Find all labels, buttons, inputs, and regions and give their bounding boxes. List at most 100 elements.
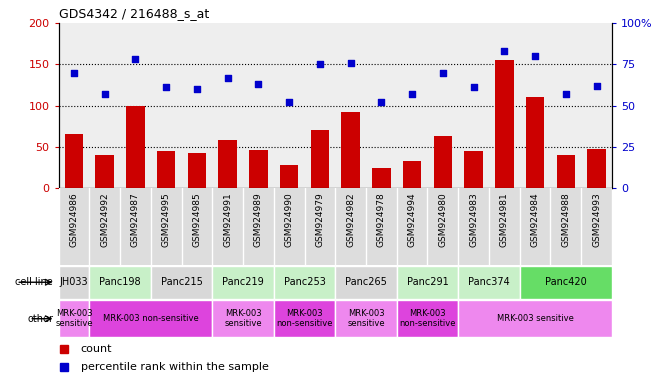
Bar [551,23,581,188]
Bar [396,300,458,337]
Bar [59,300,89,337]
Text: GSM924989: GSM924989 [254,192,263,247]
Bar [274,188,305,265]
Bar [89,188,120,265]
Bar [526,97,544,188]
Bar [59,188,89,265]
Bar [489,188,519,265]
Bar [458,266,519,299]
Bar [89,266,151,299]
Bar [396,188,428,265]
Point [437,70,448,76]
Text: GSM924981: GSM924981 [500,192,509,247]
Point [407,91,417,97]
Point [253,81,264,87]
Bar [89,300,212,337]
Text: Panc291: Panc291 [407,277,449,287]
Bar [519,266,612,299]
Bar [243,23,274,188]
Text: percentile rank within the sample: percentile rank within the sample [81,362,269,372]
Point [530,53,540,59]
Text: Panc420: Panc420 [545,277,587,287]
Bar [519,188,551,265]
Text: cell line: cell line [16,277,53,287]
Bar [280,165,298,188]
Text: Panc215: Panc215 [161,277,202,287]
Text: GSM924983: GSM924983 [469,192,478,247]
Bar [372,167,391,188]
Point [314,61,325,67]
Bar [305,23,335,188]
Text: JH033: JH033 [60,277,89,287]
Bar [59,23,89,188]
Text: GSM924986: GSM924986 [70,192,79,247]
Bar [335,188,366,265]
Bar [458,188,489,265]
Bar [89,23,120,188]
Bar [311,131,329,188]
Bar [396,23,428,188]
Bar [151,23,182,188]
Bar [428,23,458,188]
Point [376,99,387,105]
Text: GSM924988: GSM924988 [561,192,570,247]
Text: GSM924993: GSM924993 [592,192,601,247]
Text: Panc265: Panc265 [345,277,387,287]
Bar [366,23,396,188]
Bar [96,155,114,188]
Text: GSM924992: GSM924992 [100,192,109,247]
Bar [403,161,421,188]
Bar [64,134,83,188]
Point [499,48,510,54]
Text: GSM924984: GSM924984 [531,192,540,247]
Text: MRK-003
non-sensitive: MRK-003 non-sensitive [399,309,456,328]
Point [130,56,141,63]
Bar [126,106,145,188]
Bar [212,300,274,337]
Point [191,86,202,92]
Text: Panc374: Panc374 [468,277,510,287]
Text: MRK-003
sensitive: MRK-003 sensitive [55,309,93,328]
Bar [458,23,489,188]
Bar [274,23,305,188]
Bar [489,23,519,188]
Bar [59,266,89,299]
Bar [428,188,458,265]
Bar [464,151,483,188]
Point [591,83,602,89]
Bar [434,136,452,188]
Bar [249,150,268,188]
Bar [396,266,458,299]
Text: Panc253: Panc253 [284,277,326,287]
Bar [212,23,243,188]
Bar [219,140,237,188]
Bar [581,23,612,188]
Bar [551,188,581,265]
Bar [495,60,514,188]
Bar [182,188,212,265]
Text: GSM924978: GSM924978 [377,192,386,247]
Text: GSM924990: GSM924990 [284,192,294,247]
Bar [243,188,274,265]
Text: Panc198: Panc198 [99,277,141,287]
Bar [212,188,243,265]
Bar [557,155,575,188]
Point [468,84,478,91]
Bar [212,266,274,299]
Bar [366,188,396,265]
Text: MRK-003
non-sensitive: MRK-003 non-sensitive [276,309,333,328]
Bar [581,188,612,265]
Text: GSM924995: GSM924995 [161,192,171,247]
Bar [187,153,206,188]
Bar [274,266,335,299]
Text: Panc219: Panc219 [222,277,264,287]
Bar [157,151,175,188]
Text: MRK-003 sensitive: MRK-003 sensitive [497,314,574,323]
Text: MRK-003
sensitive: MRK-003 sensitive [224,309,262,328]
Bar [335,23,366,188]
Bar [587,149,606,188]
Bar [151,188,182,265]
Point [161,84,171,91]
Bar [341,112,360,188]
Text: GSM924987: GSM924987 [131,192,140,247]
